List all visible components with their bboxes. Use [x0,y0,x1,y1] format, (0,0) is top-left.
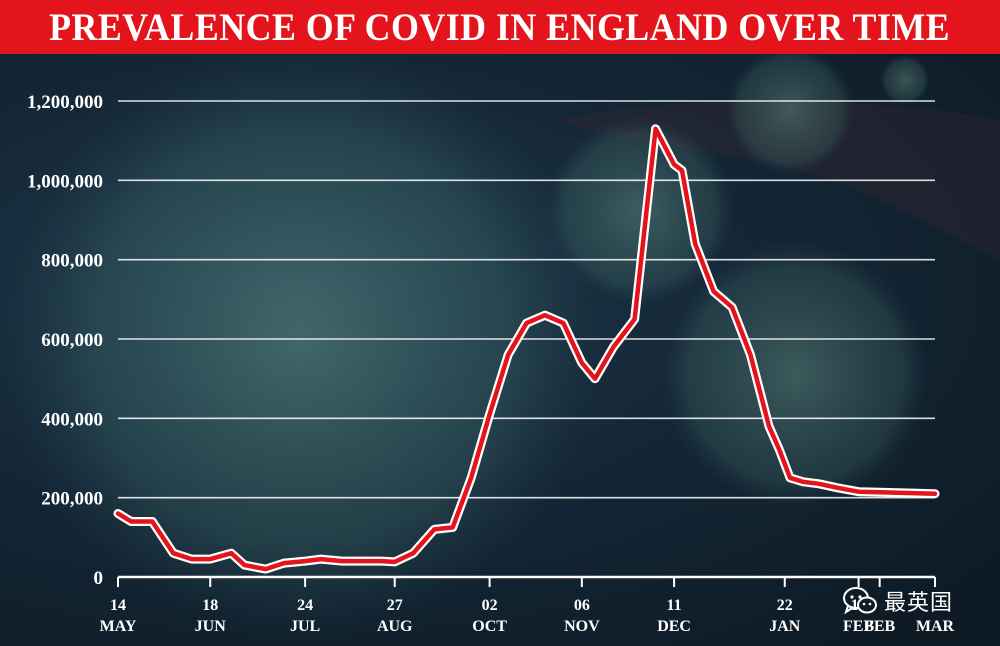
x-tick-month: JAN [769,618,801,635]
y-tick-label: 400,000 [41,409,103,430]
x-tick-day: 22 [777,597,793,614]
x-tick-day: 18 [202,597,218,614]
x-tick-month: NOV [564,618,600,635]
x-tick-month: AUG [377,618,413,635]
wechat-icon [843,587,877,615]
x-tick-month: DEC [657,618,691,635]
x-tick-day: 24 [297,597,313,614]
chart-title: PREVALENCE OF COVID IN ENGLAND OVER TIME [49,5,951,49]
x-axis-ticks: 14 MAY 18 JUN 24 JUL 27 AUG 02 OCT 06 NOV 11 DEC 22 JAN… [100,597,955,635]
watermark: 最英国 [842,586,953,616]
y-tick-label: 200,000 [41,489,103,510]
title-bar: PREVALENCE OF COVID IN ENGLAND OVER TIME [0,0,1000,54]
x-tick-month: OCT [472,618,507,635]
x-tick-day: 11 [667,597,682,614]
x-tick-month: MAR [916,618,955,635]
y-tick-label: 1,200,000 [27,92,103,113]
series-line [115,126,938,572]
background-virus-illustration [0,40,1000,640]
x-axis [117,575,936,587]
y-tick-label: 0 [94,568,104,589]
watermark-text: 最英国 [884,591,954,616]
x-tick-month: JUL [290,618,320,635]
x-tick-month: JUN [195,618,227,635]
grid-lines [118,100,935,499]
y-axis-ticks: 0 200,000 400,000 600,000 800,000 1,000,000 1,… [27,92,103,589]
y-tick-label: 800,000 [41,251,103,272]
x-tick-day: 27 [387,597,403,614]
y-tick-label: 600,000 [41,330,103,351]
x-tick-month: MAY [100,618,137,635]
x-tick-day: 02 [482,597,498,614]
series-layer [113,124,940,574]
x-tick-month: FEB [843,618,874,635]
x-tick-day: 14 [110,597,126,614]
x-tick-month: FEB [864,618,895,635]
y-tick-label: 1,000,000 [27,171,103,192]
x-tick-day: 06 [574,597,590,614]
